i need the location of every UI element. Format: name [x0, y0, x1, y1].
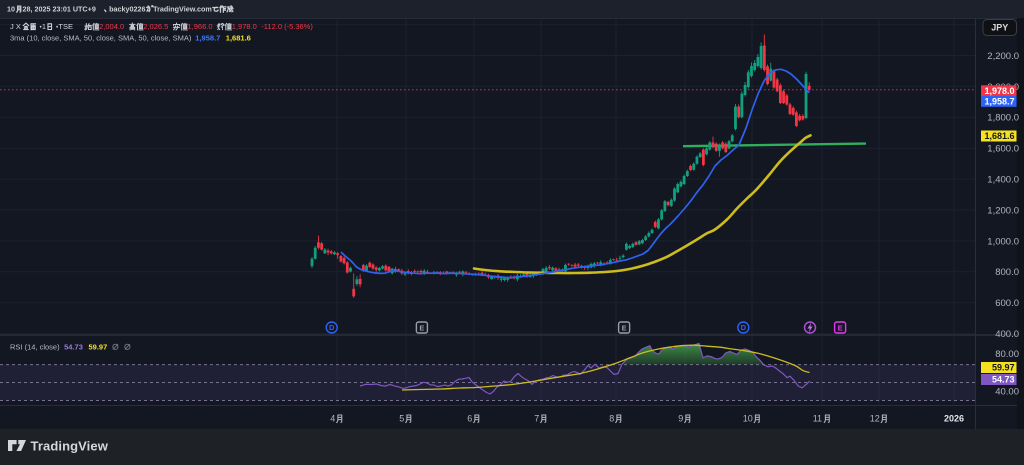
- svg-text:1,978.0: 1,978.0: [232, 22, 257, 31]
- svg-text:4: 4: [330, 414, 335, 424]
- svg-text:TradingView.com: TradingView.com: [153, 4, 212, 13]
- svg-text:D: D: [329, 323, 335, 332]
- svg-text:1,958.7: 1,958.7: [195, 34, 220, 43]
- svg-text:400.0: 400.0: [995, 329, 1019, 340]
- svg-text:1: 1: [42, 22, 46, 31]
- svg-text:1,800.0: 1,800.0: [987, 113, 1019, 124]
- svg-text:54.73: 54.73: [992, 375, 1015, 385]
- svg-text:59.97: 59.97: [89, 343, 108, 352]
- svg-text:12: 12: [870, 414, 880, 424]
- svg-text:2,200.0: 2,200.0: [987, 51, 1019, 62]
- svg-text:11: 11: [813, 414, 822, 424]
- svg-text:2,004.0: 2,004.0: [99, 22, 124, 31]
- svg-text:9: 9: [678, 414, 683, 424]
- svg-text:E: E: [838, 323, 843, 332]
- svg-text:10: 10: [7, 4, 15, 13]
- svg-text:E: E: [622, 323, 627, 332]
- svg-text:TradingView: TradingView: [31, 439, 109, 454]
- svg-text:800.0: 800.0: [995, 267, 1019, 278]
- svg-text:3ma (10, close, SMA, 50, close: 3ma (10, close, SMA, 50, close, SMA, 50,…: [10, 34, 192, 43]
- svg-text:-112.0 (-5.36%): -112.0 (-5.36%): [261, 22, 313, 31]
- svg-text:7: 7: [534, 414, 539, 424]
- svg-text:40.00: 40.00: [995, 387, 1019, 398]
- svg-text:1,400.0: 1,400.0: [987, 175, 1019, 186]
- svg-text:2026: 2026: [944, 414, 964, 424]
- svg-text:1,978.0: 1,978.0: [984, 86, 1014, 96]
- svg-text:600.0: 600.0: [995, 298, 1019, 309]
- svg-text:TSE: TSE: [58, 22, 73, 31]
- svg-text:1,681.6: 1,681.6: [226, 34, 251, 43]
- svg-text:1,958.7: 1,958.7: [984, 97, 1014, 107]
- svg-text:backy0226: backy0226: [109, 4, 145, 13]
- svg-text:2,026.5: 2,026.5: [143, 22, 168, 31]
- svg-text:RSI (14, close): RSI (14, close): [10, 343, 60, 352]
- svg-text:JPY: JPY: [991, 23, 1008, 33]
- svg-text:59.97: 59.97: [992, 363, 1015, 373]
- svg-text:1,681.6: 1,681.6: [984, 131, 1014, 141]
- svg-text:28, 2025 23:01 UTC+9: 28, 2025 23:01 UTC+9: [23, 4, 96, 13]
- svg-text:5: 5: [399, 414, 404, 424]
- svg-text:1,200.0: 1,200.0: [987, 205, 1019, 216]
- svg-text:54.73: 54.73: [64, 343, 83, 352]
- svg-text:X: X: [16, 22, 21, 31]
- svg-text:J: J: [10, 22, 14, 31]
- svg-text:E: E: [419, 323, 424, 332]
- svg-text:80.00: 80.00: [995, 349, 1019, 360]
- svg-text:10: 10: [743, 414, 753, 424]
- svg-text:1,966.0: 1,966.0: [188, 22, 213, 31]
- svg-text:6: 6: [467, 414, 472, 424]
- svg-text:1,000.0: 1,000.0: [987, 236, 1019, 247]
- svg-text:1,600.0: 1,600.0: [987, 144, 1019, 155]
- svg-text:D: D: [741, 323, 747, 332]
- svg-text:8: 8: [609, 414, 614, 424]
